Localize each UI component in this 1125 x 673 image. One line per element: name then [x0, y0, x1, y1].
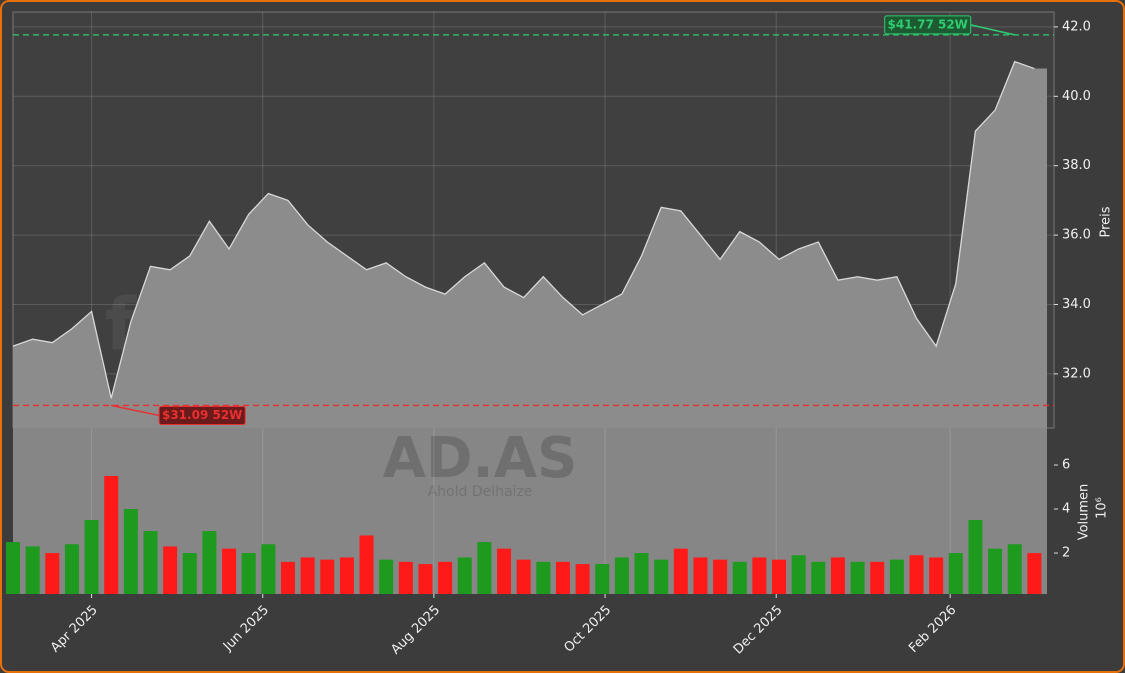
volume-bar	[713, 559, 728, 594]
y-tick-label: 32.0	[1062, 366, 1091, 381]
volume-bar	[202, 531, 217, 594]
volume-bar	[791, 555, 806, 594]
volume-bar	[418, 564, 433, 594]
y-tick-label: 42.0	[1062, 19, 1091, 34]
volume-bar	[300, 557, 315, 594]
volume-bar	[379, 559, 394, 594]
price-area	[13, 61, 1047, 428]
volume-bar	[929, 557, 944, 594]
volume-bar	[595, 564, 610, 594]
volume-bar	[25, 546, 40, 594]
volume-bar	[143, 531, 158, 594]
watermark-symbol: AD.AS	[383, 426, 578, 491]
volume-bar	[830, 557, 845, 594]
volume-bar	[261, 544, 276, 594]
volume-bar	[45, 553, 60, 594]
volume-bar	[339, 557, 354, 594]
volume-bar	[182, 553, 197, 594]
volume-bar	[673, 548, 688, 594]
y2-tick-label: 4	[1062, 502, 1070, 517]
volume-bar	[968, 520, 983, 594]
volume-bar	[1007, 544, 1022, 594]
low-label: $31.09 52W	[162, 408, 242, 422]
volume-bar	[575, 564, 590, 594]
volume-bar	[64, 544, 79, 594]
y-axis-label: Preis	[1099, 206, 1114, 237]
volume-bar	[241, 553, 256, 594]
volume-bar	[850, 561, 865, 594]
volume-bar	[870, 561, 885, 594]
volume-bar	[359, 535, 374, 594]
volume-bar	[84, 520, 99, 594]
y-tick-label: 38.0	[1062, 158, 1091, 173]
volume-bar	[555, 561, 570, 594]
volume-bar	[222, 548, 237, 594]
volume-bar	[477, 542, 492, 594]
volume-bar	[280, 561, 295, 594]
volume-bar	[889, 559, 904, 594]
y2-axis-label: Volumen	[1077, 484, 1092, 541]
y-tick-label: 40.0	[1062, 89, 1091, 104]
volume-bar	[516, 559, 531, 594]
y2-tick-label: 2	[1062, 546, 1070, 561]
volume-bar	[163, 546, 178, 594]
volume-bar	[909, 555, 924, 594]
volume-bar	[948, 553, 963, 594]
volume-bar	[536, 561, 551, 594]
y2-tick-label: 6	[1062, 457, 1070, 472]
volume-bar	[614, 557, 629, 594]
volume-bar	[772, 559, 787, 594]
volume-bar	[123, 509, 138, 594]
volume-bar	[6, 542, 20, 594]
volume-bar	[1027, 553, 1042, 594]
y-tick-label: 36.0	[1062, 228, 1091, 243]
high-arrow	[970, 24, 1015, 36]
high-label: $41.77 52W	[888, 17, 968, 31]
volume-bar	[988, 548, 1003, 594]
volume-bar	[654, 559, 669, 594]
low-label-box	[158, 405, 246, 425]
y-tick-label: 34.0	[1062, 297, 1091, 312]
volume-bar	[732, 561, 747, 594]
volume-bar	[634, 553, 649, 594]
watermark-company: Ahold Delhaize	[428, 484, 533, 500]
volume-bar	[457, 557, 472, 594]
volume-bar	[752, 557, 767, 594]
high-label-box	[884, 15, 972, 35]
price-line	[12, 60, 1035, 399]
volume-bar	[104, 475, 119, 594]
volume-bar	[497, 548, 512, 594]
volume-bar	[438, 561, 453, 594]
volume-bar	[320, 559, 335, 594]
volume-bar	[693, 557, 708, 594]
volume-bar	[811, 561, 826, 594]
low-arrow	[111, 404, 160, 417]
y2-axis-unit: 10⁶	[1095, 497, 1110, 519]
volume-bar	[398, 561, 413, 594]
